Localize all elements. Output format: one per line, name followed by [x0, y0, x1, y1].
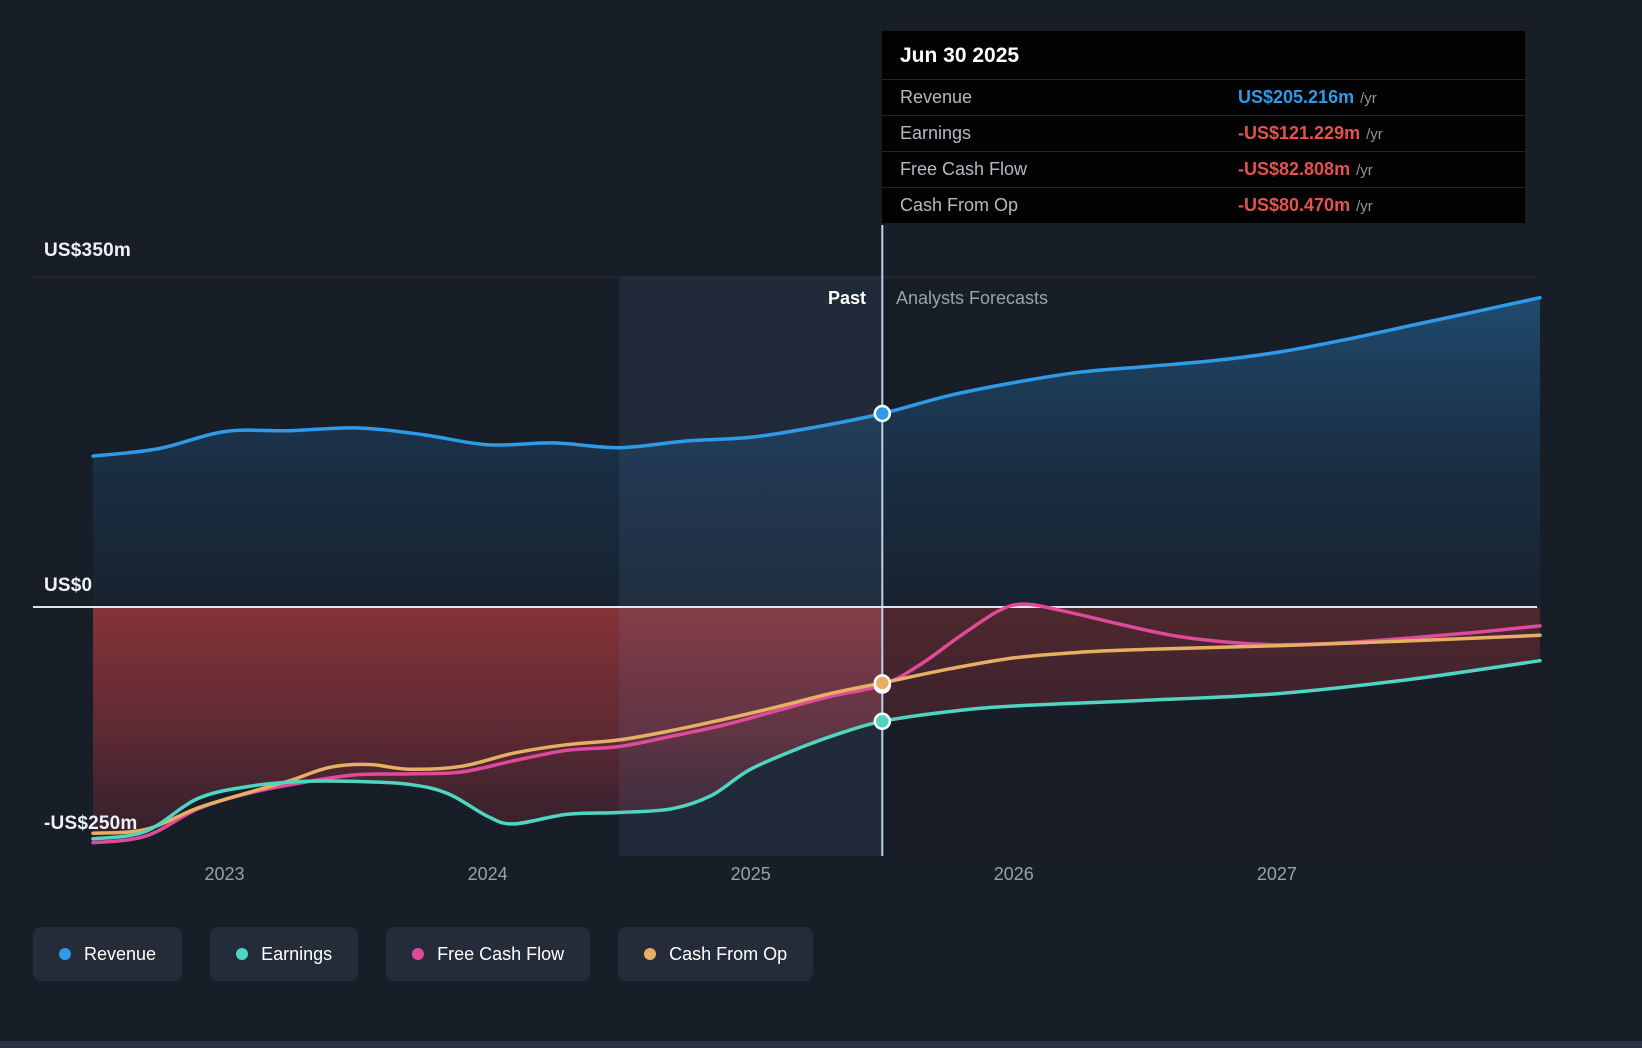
free-cash-flow-dot-icon	[412, 948, 425, 960]
cfo-marker	[873, 674, 892, 692]
analysts-forecasts-label: Analysts Forecasts	[896, 288, 1049, 308]
earnings-line	[91, 658, 1542, 841]
y-axis-label-350m: US$350m	[44, 240, 131, 261]
forecast-tooltip: Jun 30 2025 Revenue US$205.216m /yr Earn…	[881, 30, 1526, 224]
tooltip-value-suffix: /yr	[1356, 198, 1373, 215]
bottom-divider	[0, 1041, 1642, 1048]
earnings-dot-icon	[236, 948, 249, 960]
tooltip-value-suffix: /yr	[1366, 126, 1383, 143]
tooltip-label: Earnings	[900, 123, 972, 143]
tooltip-value: -US$121.229m /yr	[1238, 123, 1383, 144]
legend-item-label: Cash From Op	[669, 943, 788, 964]
legend: Revenue Earnings Free Cash Flow Cash Fro…	[33, 927, 814, 981]
legend-item-label: Free Cash Flow	[437, 943, 565, 964]
legend-item-label: Revenue	[84, 943, 157, 964]
revenue-marker	[873, 404, 892, 423]
legend-item-revenue[interactable]: Revenue	[33, 927, 183, 981]
tooltip-value-suffix: /yr	[1356, 162, 1373, 179]
fcf-line	[91, 602, 1542, 845]
cash-from-op-dot-icon	[644, 948, 657, 960]
tooltip-value-number: -US$80.470m	[1238, 195, 1351, 215]
tooltip-date: Jun 30 2025	[900, 44, 1020, 67]
x-tick-label: 2026	[994, 864, 1034, 884]
legend-item-label: Earnings	[261, 943, 333, 964]
tooltip-value: -US$82.808m /yr	[1238, 159, 1373, 180]
legend-item-cash-from-op[interactable]: Cash From Op	[618, 927, 814, 981]
revenue-dot-icon	[59, 948, 71, 960]
tooltip-row-free-cash-flow: Free Cash Flow -US$82.808m /yr	[882, 151, 1525, 187]
tooltip-label: Cash From Op	[900, 195, 1019, 215]
recent-past-band	[619, 277, 883, 856]
x-tick-label: 2027	[1257, 864, 1297, 884]
revenue-area-fill	[93, 297, 1540, 607]
tooltip-row-cash-from-op: Cash From Op -US$80.470m /yr	[882, 187, 1525, 223]
tooltip-row-earnings: Earnings -US$121.229m /yr	[882, 115, 1525, 151]
y-axis-label-neg250m: -US$250m	[44, 813, 138, 834]
tooltip-value-number: -US$121.229m	[1238, 123, 1361, 143]
tooltip-label: Free Cash Flow	[900, 159, 1028, 179]
tooltip-value-number: -US$82.808m	[1238, 159, 1351, 179]
legend-item-free-cash-flow[interactable]: Free Cash Flow	[386, 927, 591, 981]
revenue-line	[91, 295, 1542, 458]
x-tick-label: 2023	[204, 864, 244, 884]
y-axis-label-zero: US$0	[44, 575, 93, 596]
earnings-marker	[873, 712, 892, 731]
past-label: Past	[827, 288, 866, 308]
forecast-dim-overlay	[882, 607, 1540, 856]
tooltip-value: -US$80.470m /yr	[1238, 195, 1373, 216]
tooltip-value-number: US$205.216m	[1238, 87, 1355, 107]
x-tick-label: 2024	[468, 864, 508, 884]
legend-item-earnings[interactable]: Earnings	[210, 927, 359, 981]
x-tick-label: 2025	[731, 864, 771, 884]
tooltip-value-suffix: /yr	[1360, 90, 1377, 107]
tooltip-value: US$205.216m /yr	[1238, 87, 1377, 108]
tooltip-label: Revenue	[900, 87, 973, 107]
tooltip-row-revenue: Revenue US$205.216m /yr	[882, 79, 1525, 115]
